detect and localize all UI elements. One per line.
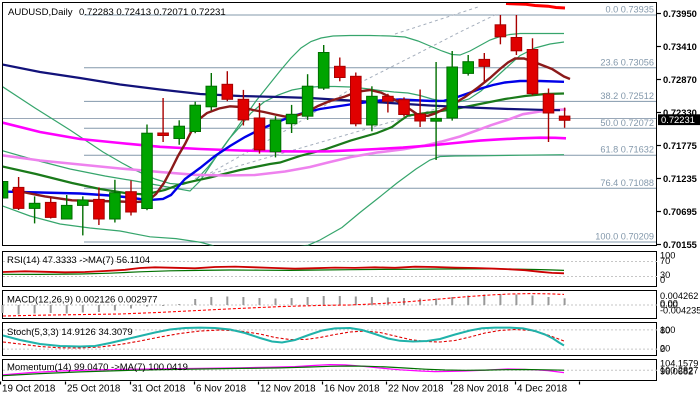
svg-text:100.2827: 100.2827 [660,366,698,376]
svg-text:70: 70 [660,256,670,266]
svg-text:-0.004235: -0.004235 [660,305,700,315]
svg-text:0.0 0.73935: 0.0 0.73935 [605,5,654,15]
svg-text:28 Nov 2018: 28 Nov 2018 [453,384,509,395]
svg-text:16 Nov 2018: 16 Nov 2018 [324,384,380,395]
svg-text:RSI(14) 47.3333 ->MA(7) 56.11: RSI(14) 47.3333 ->MA(7) 56.1104 [7,255,150,266]
svg-text:12 Nov 2018: 12 Nov 2018 [260,384,316,395]
svg-text:Momentum(14) 99.0470 ->MA(7): Momentum(14) 99.0470 ->MA(7) 100.0419 [7,362,188,373]
svg-text:50.0 0.72072: 50.0 0.72072 [600,118,654,128]
svg-text:38.2 0.72512: 38.2 0.72512 [600,91,654,101]
svg-text:100: 100 [660,251,675,261]
svg-text:100: 100 [660,325,675,335]
svg-text:20: 20 [660,344,670,354]
svg-text:80: 80 [660,326,670,336]
svg-text:0.73950: 0.73950 [663,8,697,19]
svg-text:19 Oct 2018: 19 Oct 2018 [2,384,56,395]
svg-text:0.00: 0.00 [660,299,678,309]
svg-text:104.1579: 104.1579 [660,359,698,369]
svg-text:0.71235: 0.71235 [663,173,697,184]
svg-text:61.8 0.71632: 61.8 0.71632 [600,145,654,155]
svg-text:96.0682: 96.0682 [660,367,693,377]
svg-text:MACD(12,26,9) 0.002126 0.00297: MACD(12,26,9) 0.002126 0.002977 [7,295,158,306]
svg-text:0.71775: 0.71775 [663,140,697,151]
svg-text:22 Nov 2018: 22 Nov 2018 [388,384,444,395]
svg-text:0.72283 0.72413 0.72071 0.7223: 0.72283 0.72413 0.72071 0.72231 [79,7,226,18]
svg-text:0.72870: 0.72870 [663,74,697,85]
svg-text:0.72330: 0.72330 [663,107,697,118]
svg-text:30: 30 [660,270,670,280]
svg-text:76.4 0.71088: 76.4 0.71088 [600,178,654,188]
svg-text:0: 0 [660,344,665,354]
svg-text:0.004262: 0.004262 [660,291,698,301]
svg-text:0.73410: 0.73410 [663,41,697,52]
svg-text:23.6 0.73056: 23.6 0.73056 [600,57,654,67]
svg-text:31 Oct 2018: 31 Oct 2018 [132,384,186,395]
svg-text:25 Oct 2018: 25 Oct 2018 [67,384,121,395]
svg-text:0: 0 [660,275,665,285]
svg-text:0.72231: 0.72231 [661,114,695,125]
svg-text:100.0 0.70209: 100.0 0.70209 [595,232,654,242]
svg-text:6 Nov 2018: 6 Nov 2018 [196,384,247,395]
svg-text:0.70155: 0.70155 [663,239,697,250]
svg-text:0.00: 0.00 [660,300,678,310]
svg-text:AUDUSD,Daily: AUDUSD,Daily [8,7,73,18]
svg-text:4 Dec 2018: 4 Dec 2018 [517,384,568,395]
svg-text:Stoch(5,3,3) 14.9126 34.3079: Stoch(5,3,3) 14.9126 34.3079 [7,327,133,338]
svg-text:0.70695: 0.70695 [663,206,697,217]
